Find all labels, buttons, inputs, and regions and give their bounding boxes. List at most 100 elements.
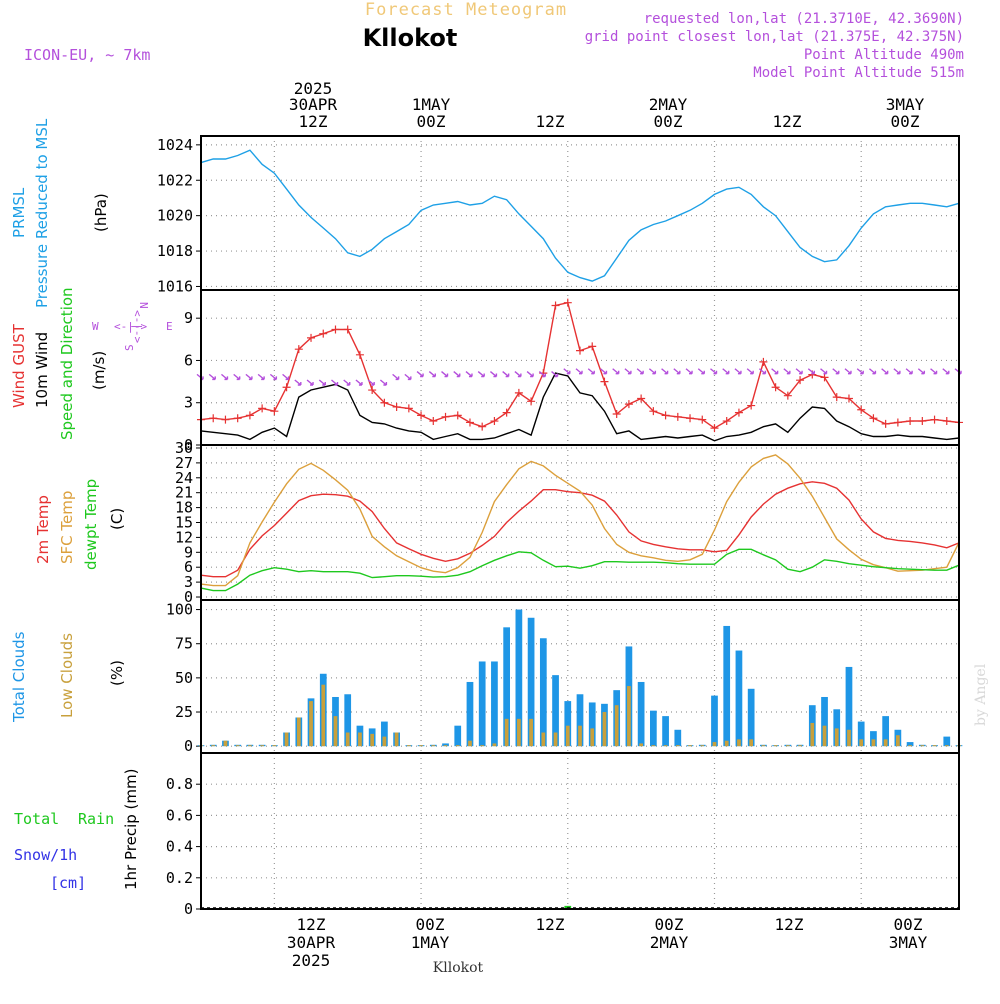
wind-direction-arrow [208,373,216,381]
wind-direction-arrow [807,368,815,375]
precip-rain-label: Rain [78,810,114,828]
bar [761,745,766,747]
point-altitude: Point Altitude 490m [804,47,964,63]
bar [637,681,645,747]
bar [810,722,815,747]
bar [284,732,289,747]
top-time-label: 3MAY 00Z [886,95,925,131]
wind-direction-arrow [526,371,534,378]
gust-marker [747,401,756,410]
gust-marker [245,411,254,420]
bar [675,745,680,747]
bar [443,745,448,747]
bar [798,745,802,747]
wind-direction-arrow [441,371,449,378]
compass-west: W [92,320,99,333]
bar [712,742,717,747]
y-tick-label: 12 [175,528,193,546]
compass-south: S [123,344,136,351]
top-time-label: 1MAY 00Z [412,95,451,131]
gust-marker [233,414,242,423]
wind-direction-arrow [269,373,278,381]
wind-direction-arrow [661,368,669,375]
y-tick-label: 1016 [157,277,193,295]
y-tick-label: 1024 [157,136,193,154]
bar [723,625,731,747]
y-tick-label: 6 [184,558,193,576]
wind-direction-arrow [221,373,229,381]
bar [260,745,264,747]
bar [602,712,607,747]
wind-direction-arrow [367,379,375,386]
y-tick-label: 25 [175,703,193,721]
bar [515,609,523,747]
gust-marker [869,414,878,423]
bar [871,739,876,747]
wind-direction-arrow [697,368,705,375]
wind-direction-arrow [722,368,730,375]
wind-direction-arrow [832,368,840,375]
gust-marker [600,377,609,386]
bar [321,684,326,747]
temp-sfc-label: SFC Temp [58,491,76,564]
bar [527,617,535,747]
bar [394,732,399,747]
y-tick-label: 1018 [157,242,193,260]
wind-direction-arrow [893,368,901,375]
bar [627,686,631,747]
top-time-label: 2025 30APR 12Z [289,79,338,131]
bar [785,745,790,747]
bar [590,728,595,747]
grid-point-coords: grid point closest lon,lat (21.375E, 42.… [585,29,964,45]
bar [651,745,656,747]
gust-marker [588,342,597,351]
top-time-labels: 2025 30APR 12Z 1MAY 00Z 12Z 2MAY 00Z 12Z 3MA… [289,79,925,131]
gust-marker [906,417,915,426]
bar [480,745,485,747]
y-tick-label: 0 [184,737,193,755]
bar [406,745,411,747]
top-time-label: 12Z [773,112,802,131]
bar [309,701,313,747]
wind-direction-arrow [648,368,657,375]
y-tick-label: 0.2 [166,869,193,887]
compass-east: E [166,320,173,333]
gust-marker [355,350,364,359]
wind-direction-arrow [416,371,424,378]
wind-direction-arrow [673,368,681,375]
wind-direction-arrow [233,373,241,381]
y-tick-label: 1020 [157,207,193,225]
wind-direction-arrow [538,371,547,378]
bar [859,739,864,747]
bar [943,736,951,747]
wind-direction-arrow [600,368,608,375]
bar [529,718,533,747]
gust-marker [649,407,658,416]
y-tick-label: 30 [175,439,193,457]
precip-snow-unit: [cm] [50,874,86,892]
bottom-time-label: 00Z 2MAY [650,915,689,952]
gust-marker [796,376,805,385]
wind-direction-arrow [636,368,644,375]
wind-direction-arrow [318,379,326,386]
bar [857,721,865,747]
bar [541,732,546,747]
pressure-frame [200,135,960,291]
gust-marker [294,345,303,354]
bar [711,695,718,747]
bar [688,745,692,747]
bar [944,745,949,747]
bar [468,740,472,747]
wind-unit: (m/s) [90,351,108,390]
bar [223,740,228,747]
bar [674,729,682,747]
wind-direction-arrow [942,368,950,375]
y-tick-label: 3 [184,573,193,591]
wind-direction-arrow [465,371,473,378]
gust-marker [490,417,499,426]
bar [517,718,521,747]
gust-marker [502,408,511,417]
gust-marker [637,394,646,403]
bar [491,661,498,747]
gust-marker [563,298,572,307]
